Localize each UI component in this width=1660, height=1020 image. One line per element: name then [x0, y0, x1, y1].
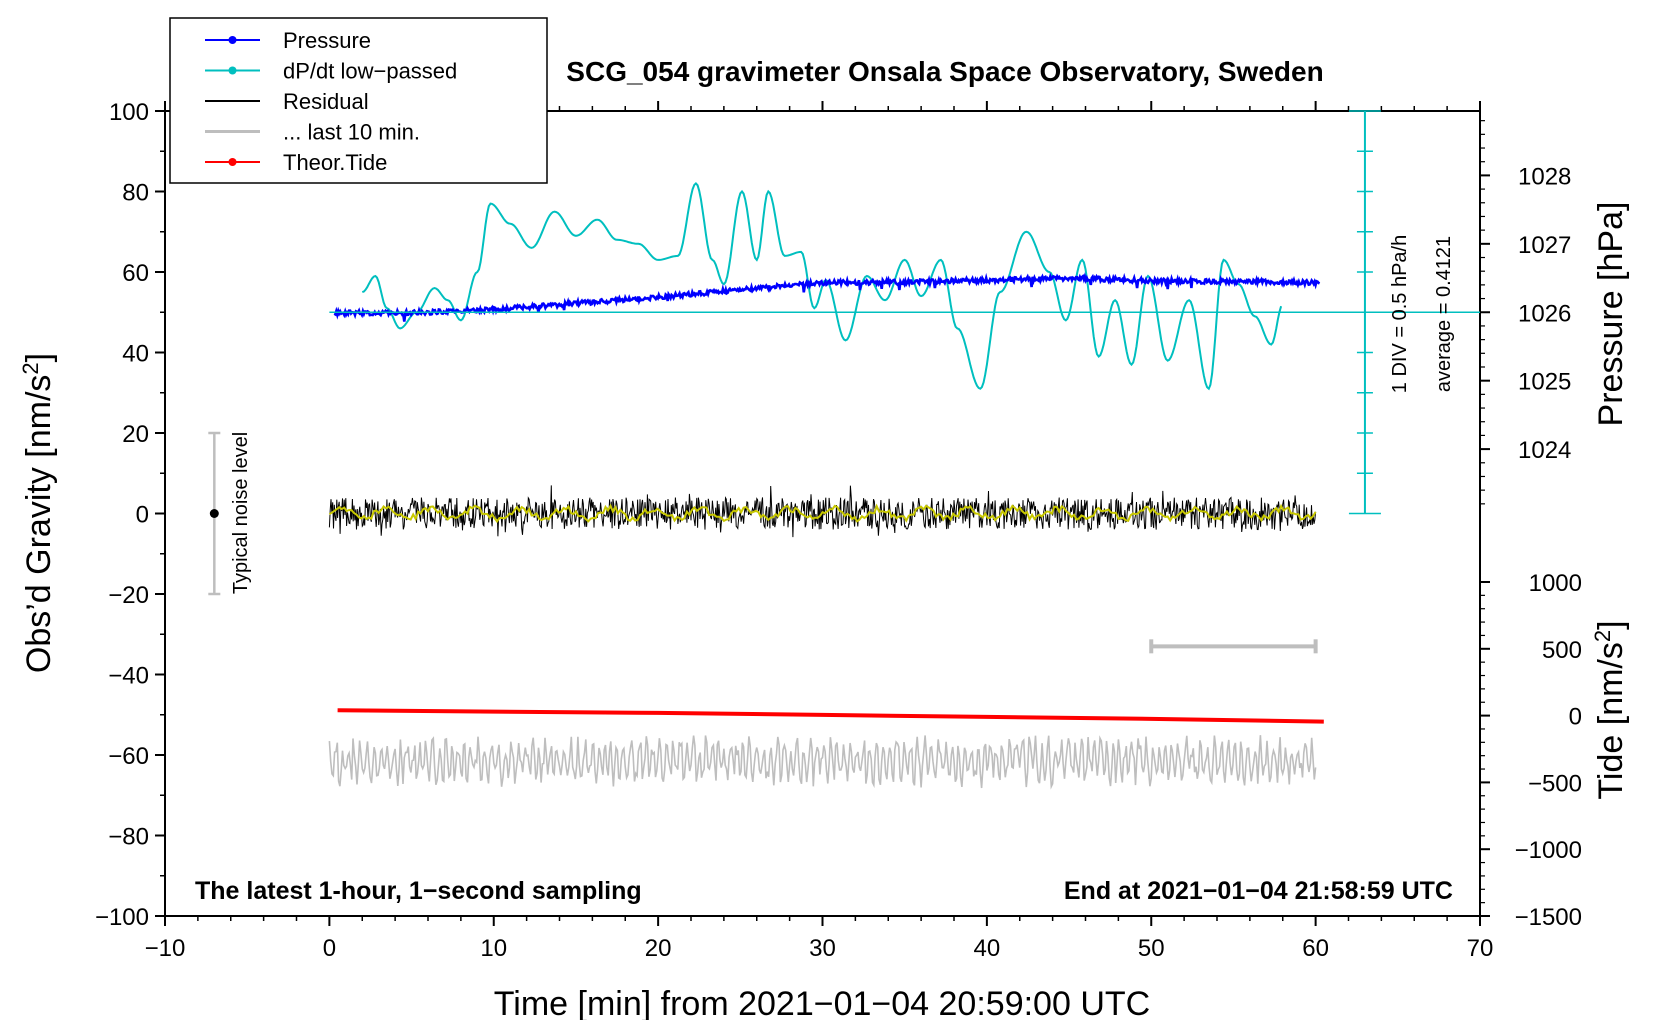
y-axis-title-pressure: Pressure [hPa] — [1592, 202, 1630, 427]
x-axis-title: Time [min] from 2021−01−04 20:59:00 UTC — [494, 985, 1150, 1020]
annotation-layer — [208, 110, 1480, 654]
y-tick-label: 20 — [122, 421, 149, 448]
noise-bar-center — [209, 509, 219, 518]
axis-ticks: −10 0 10 20 30 40 50 60 70−100−80−60−40−20020406… — [95, 99, 1582, 962]
legend-label-3: ... last 10 min. — [283, 120, 420, 145]
series-theor-tide — [337, 708, 1324, 724]
pressure-tick-label: 1024 — [1518, 437, 1571, 464]
y-tick-label: 0 — [136, 502, 149, 529]
y-tick-label: 80 — [122, 180, 149, 207]
x-tick-label: 40 — [974, 935, 1001, 962]
noise-level-label: Typical noise level — [230, 432, 252, 594]
x-tick-label: 20 — [645, 935, 672, 962]
y-axis-title-tide-tail: ] — [1592, 620, 1630, 629]
x-tick-label: 60 — [1302, 935, 1329, 962]
pressure-tick-label: 1026 — [1518, 300, 1571, 327]
x-tick-label: −10 — [145, 935, 186, 962]
tide-tick-label: −1500 — [1515, 904, 1582, 931]
pressure-tick-label: 1028 — [1518, 163, 1571, 190]
dpdt-scale-label: 1 DIV = 0.5 hPa/h — [1389, 235, 1411, 393]
x-tick-label: 50 — [1138, 935, 1165, 962]
legend-label-0: Pressure — [283, 28, 371, 53]
legend-label-4: Theor.Tide — [283, 150, 387, 175]
x-tick-label: 0 — [323, 935, 336, 962]
y-tick-label: −100 — [95, 904, 149, 931]
series-residual-smoothed — [328, 503, 1317, 524]
series-pressure — [333, 272, 1321, 322]
y-axis-title-left: Obs’d Gravity [nm/s2] — [18, 353, 58, 673]
y-axis-title-left-sup: 2 — [18, 362, 43, 374]
tide-tick-label: 500 — [1542, 637, 1582, 664]
legend-marker-0 — [228, 36, 237, 44]
dpdt-average-label: average = 0.4121 — [1433, 236, 1455, 392]
tide-tick-label: 1000 — [1529, 570, 1582, 597]
tide-tick-label: −500 — [1528, 770, 1582, 797]
tide-tick-label: −1000 — [1515, 837, 1582, 864]
legend-marker-1 — [228, 66, 237, 75]
legend: Pressure dP/dt low−passed Residual ... last… — [169, 17, 548, 184]
note-left: The latest 1-hour, 1−second sampling — [195, 877, 642, 905]
chart-title: SCG_054 gravimeter Onsala Space Observat… — [566, 56, 1323, 87]
note-right: End at 2021−01−04 21:58:59 UTC — [1064, 877, 1453, 905]
y-tick-label: 100 — [109, 99, 149, 126]
y-tick-label: −60 — [108, 743, 149, 770]
y-tick-label: −40 — [108, 663, 149, 690]
y-tick-label: 40 — [122, 341, 149, 368]
series-last-10-min — [328, 735, 1317, 790]
x-tick-label: 30 — [809, 935, 836, 962]
legend-label-1: dP/dt low−passed — [283, 59, 457, 84]
series-layer — [328, 181, 1324, 790]
y-axis-title-left-tail: ] — [20, 353, 58, 362]
y-tick-label: −80 — [108, 824, 149, 851]
y-axis-title-tide-main: Tide [nm/s — [1592, 642, 1630, 799]
y-axis-title-left-main: Obs’d Gravity [nm/s — [20, 375, 58, 674]
pressure-tick-label: 1027 — [1518, 232, 1571, 259]
legend-marker-4 — [228, 158, 237, 166]
legend-label-2: Residual — [283, 89, 369, 114]
y-axis-title-tide: Tide [nm/s2] — [1590, 620, 1630, 799]
y-axis-title-tide-sup: 2 — [1590, 630, 1615, 642]
y-tick-label: 60 — [122, 260, 149, 287]
tide-tick-label: 0 — [1569, 704, 1582, 731]
pressure-tick-label: 1025 — [1518, 369, 1571, 396]
y-tick-label: −20 — [108, 582, 149, 609]
series-dpdt — [361, 181, 1283, 391]
x-tick-label: 10 — [480, 935, 507, 962]
x-tick-label: 70 — [1467, 935, 1494, 962]
